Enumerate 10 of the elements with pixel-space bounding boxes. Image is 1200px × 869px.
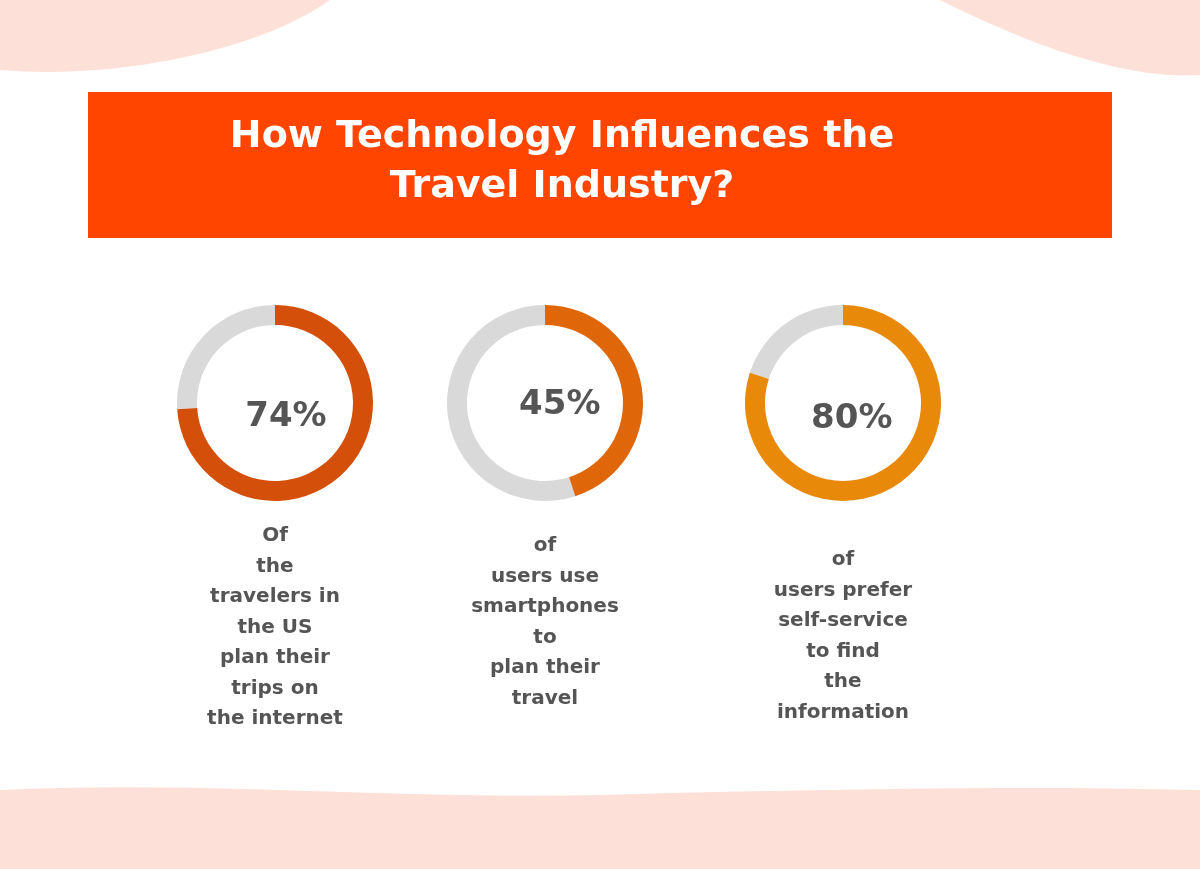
data-label: 80%	[811, 396, 893, 437]
data-label: 74%	[245, 394, 327, 435]
donut-slice	[749, 305, 843, 379]
text: Of the travelers in the US plan their trips on the internet	[207, 522, 344, 729]
text: of users use smartphones to plan their travel	[471, 532, 619, 709]
donut-slice	[745, 305, 941, 501]
text: How Technology Influences the Travel Industry?	[229, 112, 895, 206]
data-label: 45%	[519, 381, 601, 422]
text: of users prefer self-service to find the information	[773, 546, 913, 723]
donut-slice	[177, 305, 373, 501]
